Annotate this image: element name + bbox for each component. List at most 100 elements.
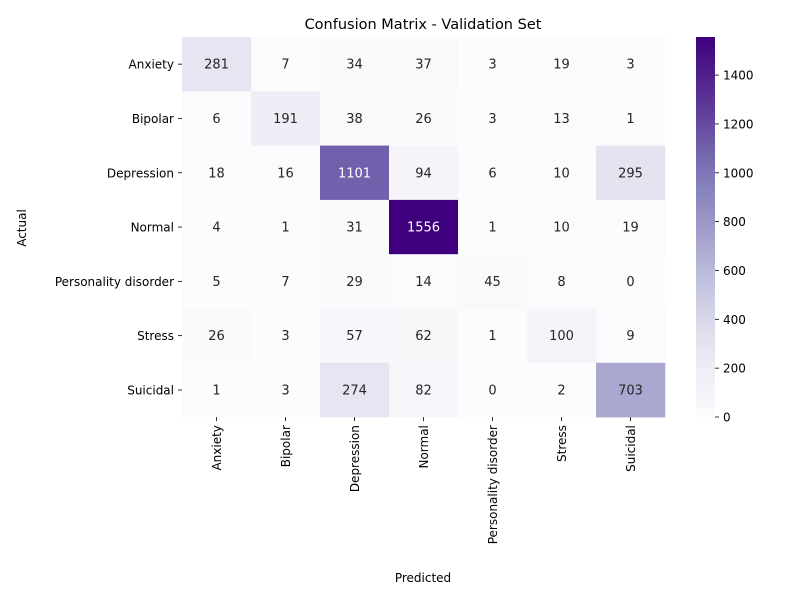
heatmap-cell-bipolar-normal (389, 91, 459, 146)
cell-value-label: 19 (553, 58, 570, 73)
heatmap-cell-normal-stress (527, 199, 597, 255)
heatmap-cell-bipolar-bipolar (251, 91, 321, 146)
heatmap-cell-suicidal-stress (527, 362, 597, 418)
y-tick-label-personality-disorder: Personality disorder (55, 275, 174, 289)
cell-value-label: 1 (212, 383, 220, 398)
cell-value-label: 3 (281, 383, 289, 398)
x-tick-label-bipolar: Bipolar (279, 425, 293, 467)
heatmap-cell-normal-bipolar (251, 199, 321, 255)
cell-value-label: 38 (346, 112, 363, 127)
cell-value-label: 703 (618, 383, 643, 398)
y-tick-label-anxiety: Anxiety (129, 58, 174, 72)
x-tick-label-personality-disorder: Personality disorder (486, 425, 500, 544)
heatmap-cell-stress-suicidal (596, 308, 666, 364)
cell-value-label: 8 (557, 275, 565, 290)
x-tick-label-stress: Stress (555, 425, 569, 462)
heatmap-cell-suicidal-anxiety (182, 362, 252, 418)
heatmap-cell-depression-normal (389, 145, 459, 201)
heatmap-cell-stress-depression (320, 308, 390, 364)
y-axis-label: Actual (15, 209, 29, 247)
cell-value-label: 18 (208, 166, 225, 181)
cell-value-label: 274 (342, 383, 367, 398)
colorbar-tick-label: 600 (723, 264, 746, 278)
y-tick-label-suicidal: Suicidal (127, 383, 174, 397)
heatmap-cell-stress-normal (389, 308, 459, 364)
colorbar-tick-label: 800 (723, 215, 746, 229)
heatmap-cell-anxiety-personality-disorder (458, 37, 528, 92)
heatmap-cell-personality-disorder-normal (389, 254, 459, 309)
colorbar-tick-label: 1400 (723, 69, 754, 83)
cell-value-label: 1101 (338, 166, 371, 181)
heatmap-cell-anxiety-anxiety (182, 37, 252, 92)
heatmap-cell-normal-suicidal (596, 199, 666, 255)
cell-value-label: 31 (346, 221, 363, 236)
heatmap-cell-normal-personality-disorder (458, 199, 528, 255)
cell-value-label: 45 (484, 275, 501, 290)
heatmap-cell-normal-anxiety (182, 199, 252, 255)
cell-value-label: 10 (553, 221, 570, 236)
x-tick-label-normal: Normal (417, 425, 431, 468)
heatmap-cell-stress-stress (527, 308, 597, 364)
y-tick-label-depression: Depression (107, 166, 174, 180)
heatmap-cell-anxiety-normal (389, 37, 459, 92)
x-tick-label-anxiety: Anxiety (210, 425, 224, 470)
cell-value-label: 1556 (407, 221, 440, 236)
heatmap-cell-suicidal-normal (389, 362, 459, 418)
heatmap-cell-personality-disorder-depression (320, 254, 390, 309)
cell-value-label: 9 (626, 329, 634, 344)
cell-value-label: 6 (488, 166, 496, 181)
heatmap-cell-stress-bipolar (251, 308, 321, 364)
cell-value-label: 1 (626, 112, 634, 127)
heatmap-cell-anxiety-suicidal (596, 37, 666, 92)
heatmap-cell-personality-disorder-personality-disorder (458, 254, 528, 309)
heatmap-cell-anxiety-stress (527, 37, 597, 92)
cell-value-label: 281 (204, 58, 229, 73)
y-axis: Anxiety Bipolar Depression Normal Personalit… (55, 58, 182, 397)
cell-value-label: 29 (346, 275, 363, 290)
cell-value-label: 4 (212, 221, 220, 236)
cell-value-label: 1 (488, 221, 496, 236)
heatmap-cell-personality-disorder-bipolar (251, 254, 321, 309)
cell-value-label: 34 (346, 58, 363, 73)
heatmap-cell-bipolar-anxiety (182, 91, 252, 146)
cell-value-label: 37 (415, 58, 432, 73)
x-axis-label: Predicted (395, 571, 451, 585)
heatmap-cell-stress-personality-disorder (458, 308, 528, 364)
heatmap-cell-suicidal-personality-disorder (458, 362, 528, 418)
heatmap-cell-stress-anxiety (182, 308, 252, 364)
x-tick-label-suicidal: Suicidal (624, 425, 638, 472)
cell-value-label: 2 (557, 383, 565, 398)
cell-value-label: 3 (281, 329, 289, 344)
chart-title: Confusion Matrix - Validation Set (305, 17, 542, 33)
colorbar-tick-label: 0 (723, 411, 731, 425)
x-axis: Anxiety Bipolar Depression Normal Personalit… (210, 417, 638, 544)
cell-value-label: 14 (415, 275, 432, 290)
heatmap-cell-normal-depression (320, 199, 390, 255)
heatmap-cell-normal-normal (389, 199, 459, 255)
heatmap-cell-depression-suicidal (596, 145, 666, 201)
heatmap-cell-bipolar-stress (527, 91, 597, 146)
cell-value-label: 3 (626, 58, 634, 73)
cell-value-label: 295 (618, 166, 643, 181)
cell-value-label: 1 (488, 329, 496, 344)
cell-value-label: 1 (281, 221, 289, 236)
cell-value-label: 7 (281, 58, 289, 73)
heatmap-cell-suicidal-bipolar (251, 362, 321, 418)
cell-value-label: 57 (346, 329, 363, 344)
heatmap-cell-depression-bipolar (251, 145, 321, 201)
heatmap-cell-personality-disorder-suicidal (596, 254, 666, 309)
cell-value-label: 3 (488, 112, 496, 127)
colorbar-gradient (696, 37, 715, 417)
cell-value-label: 6 (212, 112, 220, 127)
cell-value-label: 62 (415, 329, 432, 344)
cell-value-label: 26 (415, 112, 432, 127)
heatmap-cell-bipolar-depression (320, 91, 390, 146)
heatmap-cell-personality-disorder-anxiety (182, 254, 252, 309)
cell-value-label: 191 (273, 112, 298, 127)
y-tick-label-bipolar: Bipolar (132, 112, 174, 126)
heatmap-cell-bipolar-suicidal (596, 91, 666, 146)
heatmap-cell-bipolar-personality-disorder (458, 91, 528, 146)
colorbar-tick-label: 1000 (723, 166, 754, 180)
cell-value-label: 3 (488, 58, 496, 73)
